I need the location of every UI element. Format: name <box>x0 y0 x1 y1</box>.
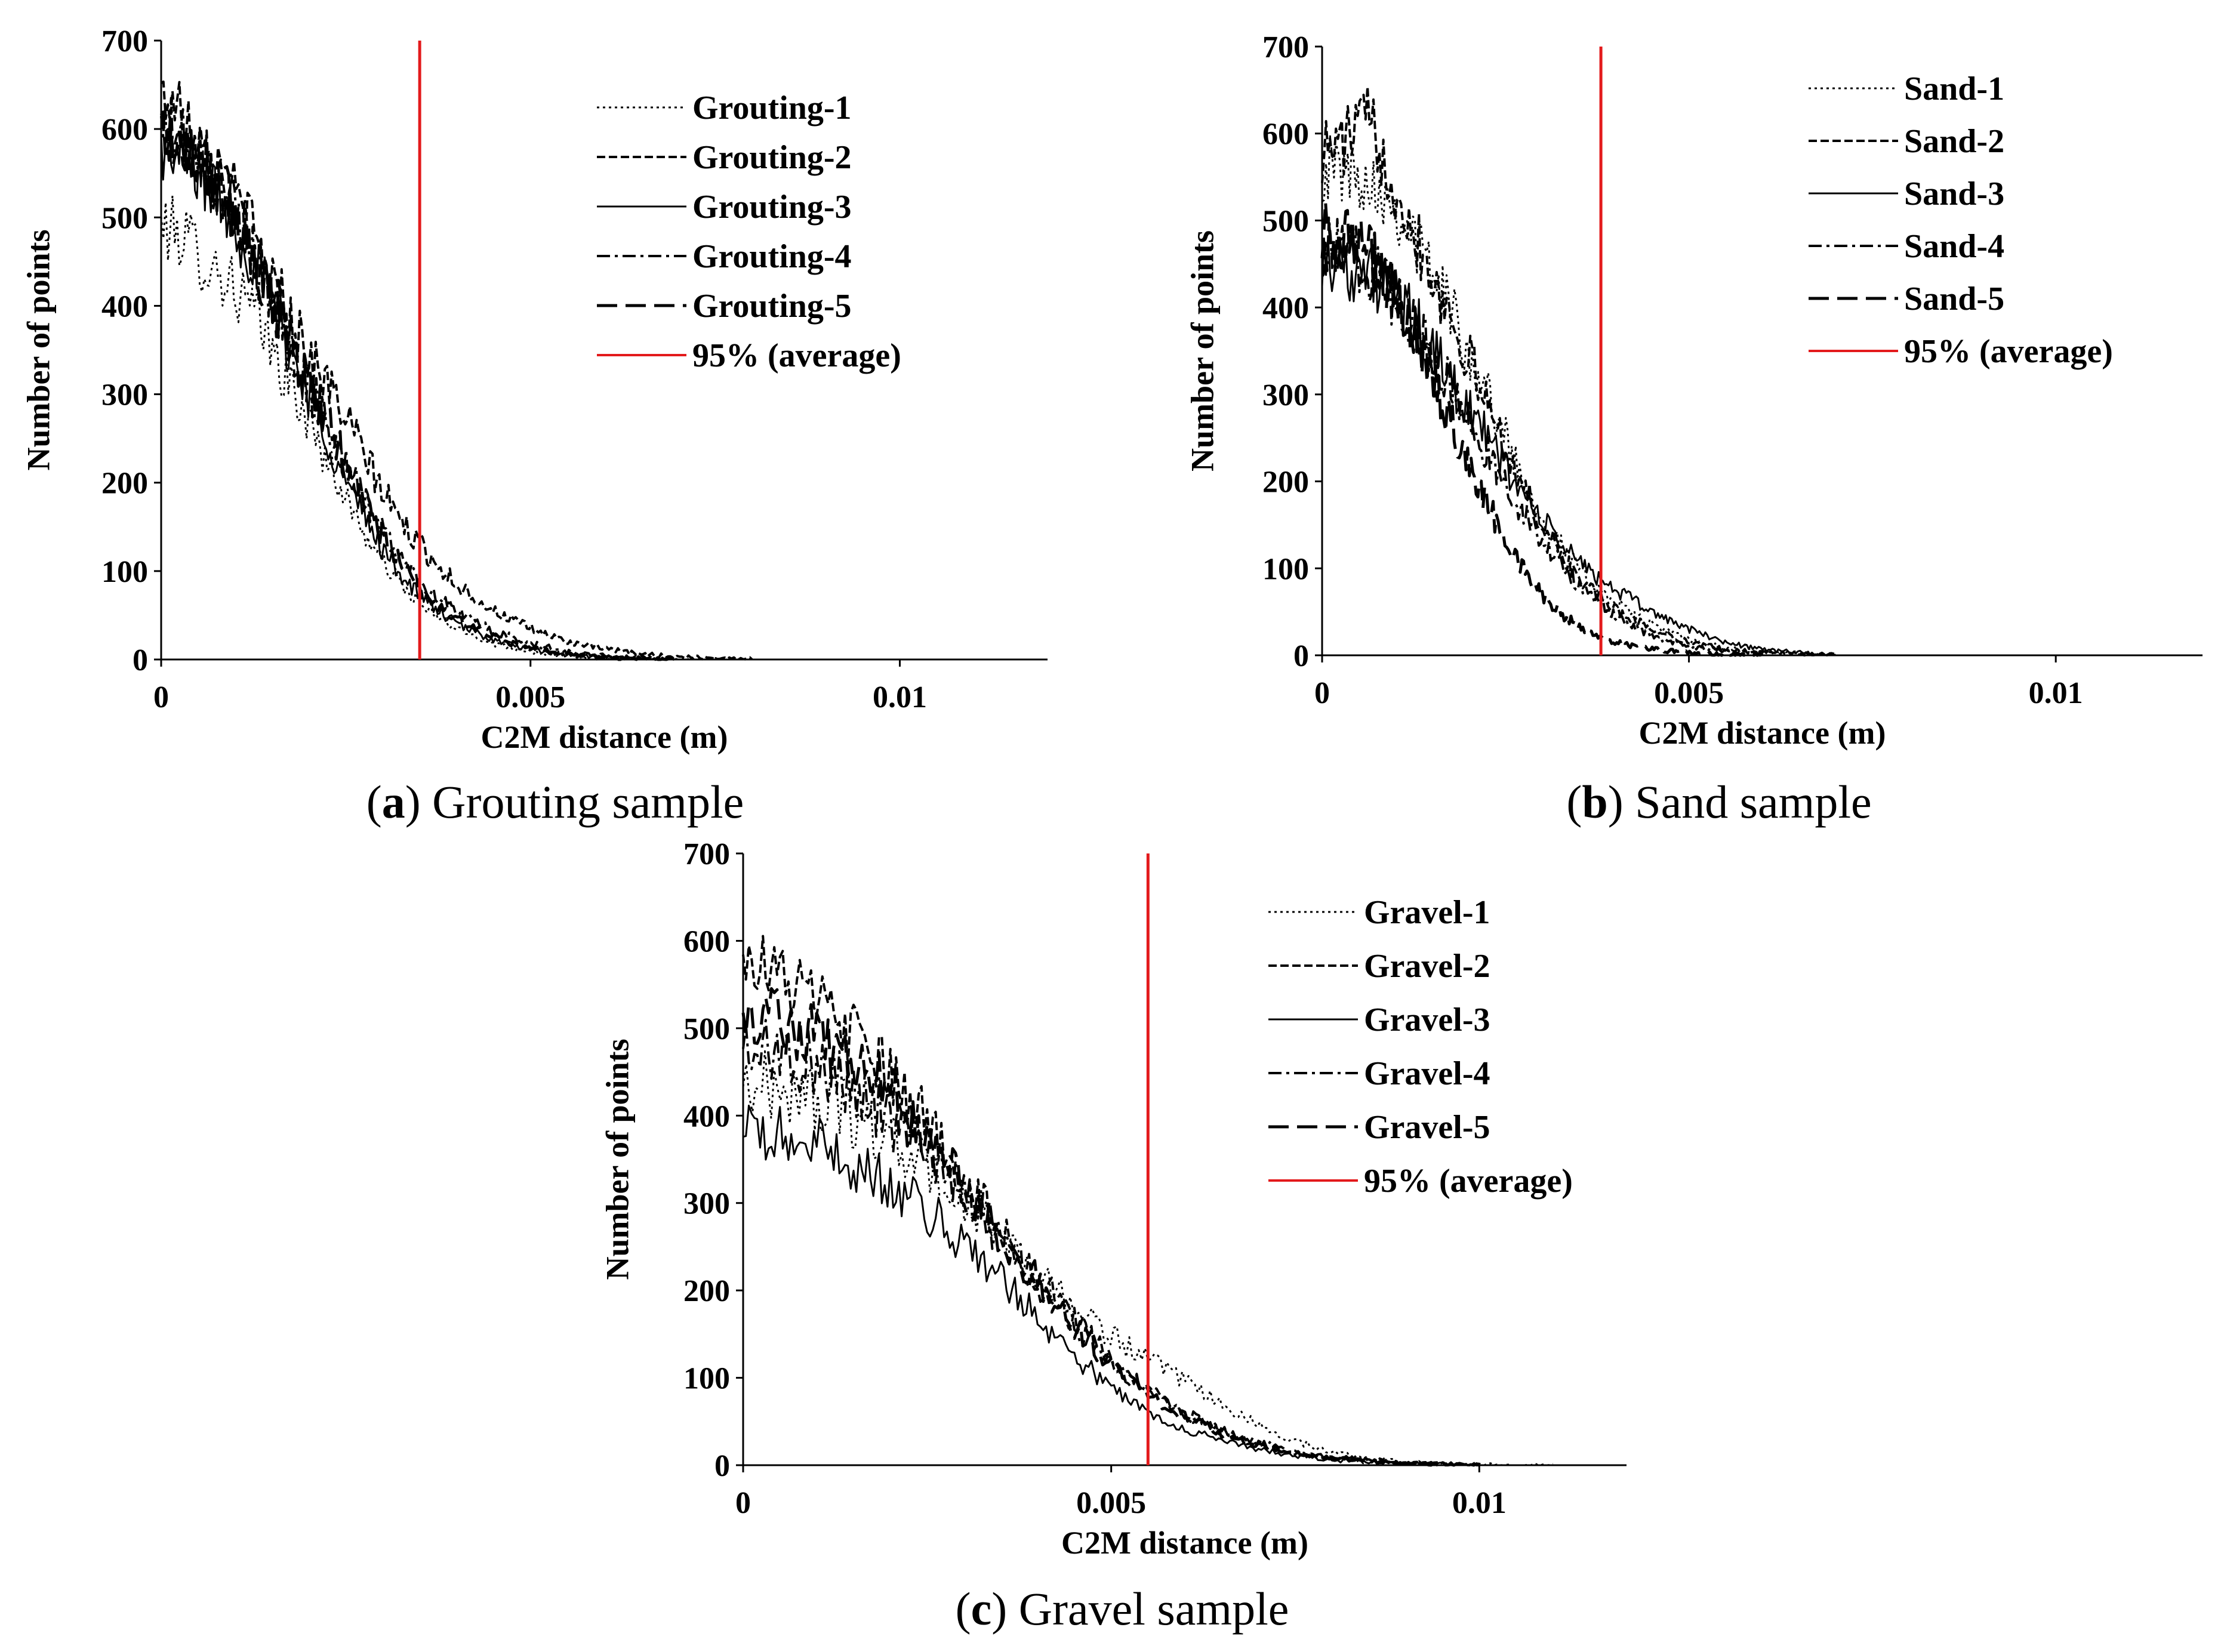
legend: Sand-1 Sand-2 Sand-3 Sand-4 Sand-5 95% (avera… <box>1809 70 2113 370</box>
y-tick-label: 700 <box>101 24 148 58</box>
x-axis-label: C2M distance (m) <box>1639 715 1886 751</box>
chart-panel-b: 0 100 200 300 400 500 600 700 0 0.005 0.01 C2M dist… <box>1184 30 2203 828</box>
y-tick-label: 500 <box>683 1012 730 1046</box>
legend-label: Gravel-4 <box>1364 1055 1490 1092</box>
legend-label: 95% (average) <box>1364 1163 1573 1200</box>
y-tick-label: 100 <box>1262 552 1309 586</box>
legend-label: Gravel-1 <box>1364 894 1490 931</box>
series-line-grouting-1 <box>160 195 753 661</box>
series-line-gravel-3 <box>743 1104 1480 1466</box>
legend-label: 95% (average) <box>1904 333 2113 370</box>
panel-caption: (b) Sand sample <box>1566 776 1871 828</box>
x-tick-label: 0.005 <box>1076 1486 1146 1520</box>
y-tick-label: 200 <box>101 467 148 501</box>
x-tick-label: 0.005 <box>1654 676 1724 710</box>
y-tick-label: 100 <box>101 555 148 589</box>
y-tick-label: 300 <box>101 378 148 412</box>
legend-label: Gravel-2 <box>1364 948 1490 985</box>
panel-caption: (c) Gravel sample <box>956 1583 1289 1635</box>
y-axis-label: Number of points <box>599 1038 635 1280</box>
legend-label: Grouting-2 <box>692 139 852 176</box>
legend-label: Grouting-5 <box>692 288 852 325</box>
chart-panel-a: 0 100 200 300 400 500 600 700 0 0.005 0.01 C2M dist… <box>20 24 1048 828</box>
legend-label: Grouting-4 <box>692 238 852 275</box>
series-line-gravel-2 <box>742 935 1480 1466</box>
series-line-sand-2 <box>1321 85 1837 657</box>
y-tick-label: 0 <box>1293 639 1309 673</box>
series-line-grouting-2 <box>161 80 753 661</box>
legend-label: Grouting-3 <box>692 189 852 226</box>
y-axis-label: Number of points <box>20 229 56 470</box>
x-tick-label: 0.01 <box>873 680 927 714</box>
y-tick-label: 400 <box>101 289 148 323</box>
y-tick-label: 600 <box>1262 118 1309 152</box>
y-tick-label: 200 <box>683 1274 730 1308</box>
y-axis-label: Number of points <box>1184 230 1220 471</box>
y-tick-label: 600 <box>101 113 148 147</box>
legend-label: Sand-5 <box>1904 281 2004 318</box>
x-tick-label: 0 <box>735 1486 751 1520</box>
x-tick-label: 0.005 <box>495 680 565 714</box>
y-tick-label: 0 <box>714 1449 730 1483</box>
legend-label: Gravel-3 <box>1364 1001 1490 1038</box>
legend: Grouting-1 Grouting-2 Grouting-3 Grouting-4… <box>597 90 901 374</box>
y-tick-label: 500 <box>1262 204 1309 238</box>
y-tick-label: 400 <box>683 1099 730 1133</box>
y-tick-label: 700 <box>1262 30 1309 64</box>
y-tick-label: 600 <box>683 924 730 958</box>
x-tick-label: 0 <box>1314 676 1330 710</box>
y-tick-label: 300 <box>1262 378 1309 412</box>
y-tick-label: 400 <box>1262 291 1309 325</box>
y-tick-label: 500 <box>101 201 148 235</box>
legend-label: Sand-1 <box>1904 70 2004 107</box>
x-tick-label: 0 <box>153 680 169 714</box>
y-tick-label: 0 <box>133 643 148 677</box>
legend-label: Gravel-5 <box>1364 1109 1490 1146</box>
y-tick-label: 300 <box>683 1187 730 1221</box>
chart-panel-c: 0 100 200 300 400 500 600 700 0 0.005 0.01 C2M dist… <box>599 837 1627 1635</box>
legend-label: 95% (average) <box>692 337 901 374</box>
legend-label: Sand-4 <box>1904 228 2004 265</box>
legend: Gravel-1 Gravel-2 Gravel-3 Gravel-4 Gravel-5… <box>1268 894 1573 1200</box>
x-axis-label: C2M distance (m) <box>481 719 728 755</box>
legend-label: Grouting-1 <box>692 90 852 127</box>
x-tick-label: 0.01 <box>1452 1486 1507 1520</box>
y-tick-label: 700 <box>683 837 730 871</box>
series-line-sand-4 <box>1321 216 1763 657</box>
x-axis-label: C2M distance (m) <box>1061 1525 1308 1561</box>
legend-label: Sand-2 <box>1904 123 2004 160</box>
y-tick-label: 100 <box>683 1362 730 1396</box>
x-tick-label: 0.01 <box>2029 676 2083 710</box>
series-line-gravel-5 <box>741 987 1480 1467</box>
legend-label: Sand-3 <box>1904 175 2004 212</box>
panel-caption: (a) Grouting sample <box>366 776 744 828</box>
series-line-sand-3 <box>1321 235 1836 657</box>
series-line-sand-5 <box>1320 201 1764 657</box>
y-tick-label: 200 <box>1262 466 1309 500</box>
